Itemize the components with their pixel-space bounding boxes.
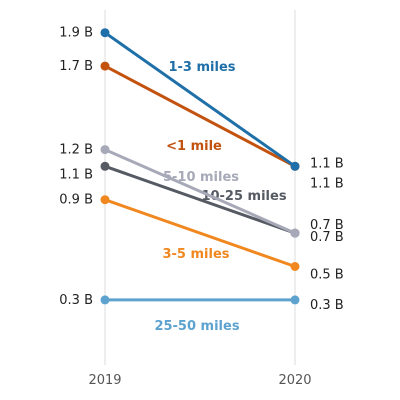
value-label-10-25-miles-2019: 1.1 B <box>59 167 93 182</box>
series-line-5-10-miles <box>103 148 297 235</box>
series-line-1-3-miles <box>103 31 297 168</box>
value-label-3-5-miles-2019: 0.9 B <box>59 193 93 208</box>
series-label-5-10-miles: 5-10 miles <box>163 170 239 185</box>
value-label-5-10-miles-2019: 1.2 B <box>59 143 93 158</box>
value-label-10-25-miles-2020: 0.7 B <box>310 230 344 245</box>
value-label-1-3-miles-2020: 1.1 B <box>310 156 344 171</box>
series-layer: 0.3 B 0.3 B 25-50 miles 0.9 B 0.5 B 3-5 miles… <box>59 26 343 334</box>
data-point-3-5-miles-2020 <box>290 262 300 271</box>
value-label-5-10-miles-2020: 0.7 B <box>310 218 344 233</box>
data-point-25-50-miles-2020 <box>290 295 300 305</box>
value-label-25-50-miles-2019: 0.3 B <box>59 293 93 308</box>
value-label-1-3-miles-2019: 1.9 B <box>59 26 93 41</box>
value-label-lt1-mile-2020: 1.1 B <box>310 176 344 191</box>
x-label-2020: 2020 <box>278 373 311 388</box>
data-point-10-25-miles-2019 <box>100 161 110 171</box>
series-label-lt1-mile: <1 mile <box>166 139 222 154</box>
series-line-lt1-mile <box>103 64 297 168</box>
data-point-25-50-miles-2019 <box>100 295 110 305</box>
data-point-5-10-miles-2019 <box>100 145 110 155</box>
series-label-1-3-miles: 1-3 miles <box>168 60 235 75</box>
data-point-5-10-miles-2020 <box>290 228 300 238</box>
value-label-25-50-miles-2020: 0.3 B <box>310 298 344 313</box>
series-line-3-5-miles <box>103 198 297 268</box>
data-point-3-5-miles-2019 <box>100 195 110 205</box>
series-line-10-25-miles <box>103 164 297 235</box>
x-label-2019: 2019 <box>88 373 121 388</box>
series-label-3-5-miles: 3-5 miles <box>162 247 229 262</box>
data-point-lt1-mile-2019 <box>100 61 110 71</box>
value-label-3-5-miles-2020: 0.5 B <box>310 268 344 283</box>
series-label-25-50-miles: 25-50 miles <box>154 319 239 334</box>
value-label-lt1-mile-2019: 1.7 B <box>59 59 93 74</box>
data-point-1-3-miles-2019 <box>100 28 110 38</box>
data-point-1-3-miles-2020 <box>290 161 300 171</box>
